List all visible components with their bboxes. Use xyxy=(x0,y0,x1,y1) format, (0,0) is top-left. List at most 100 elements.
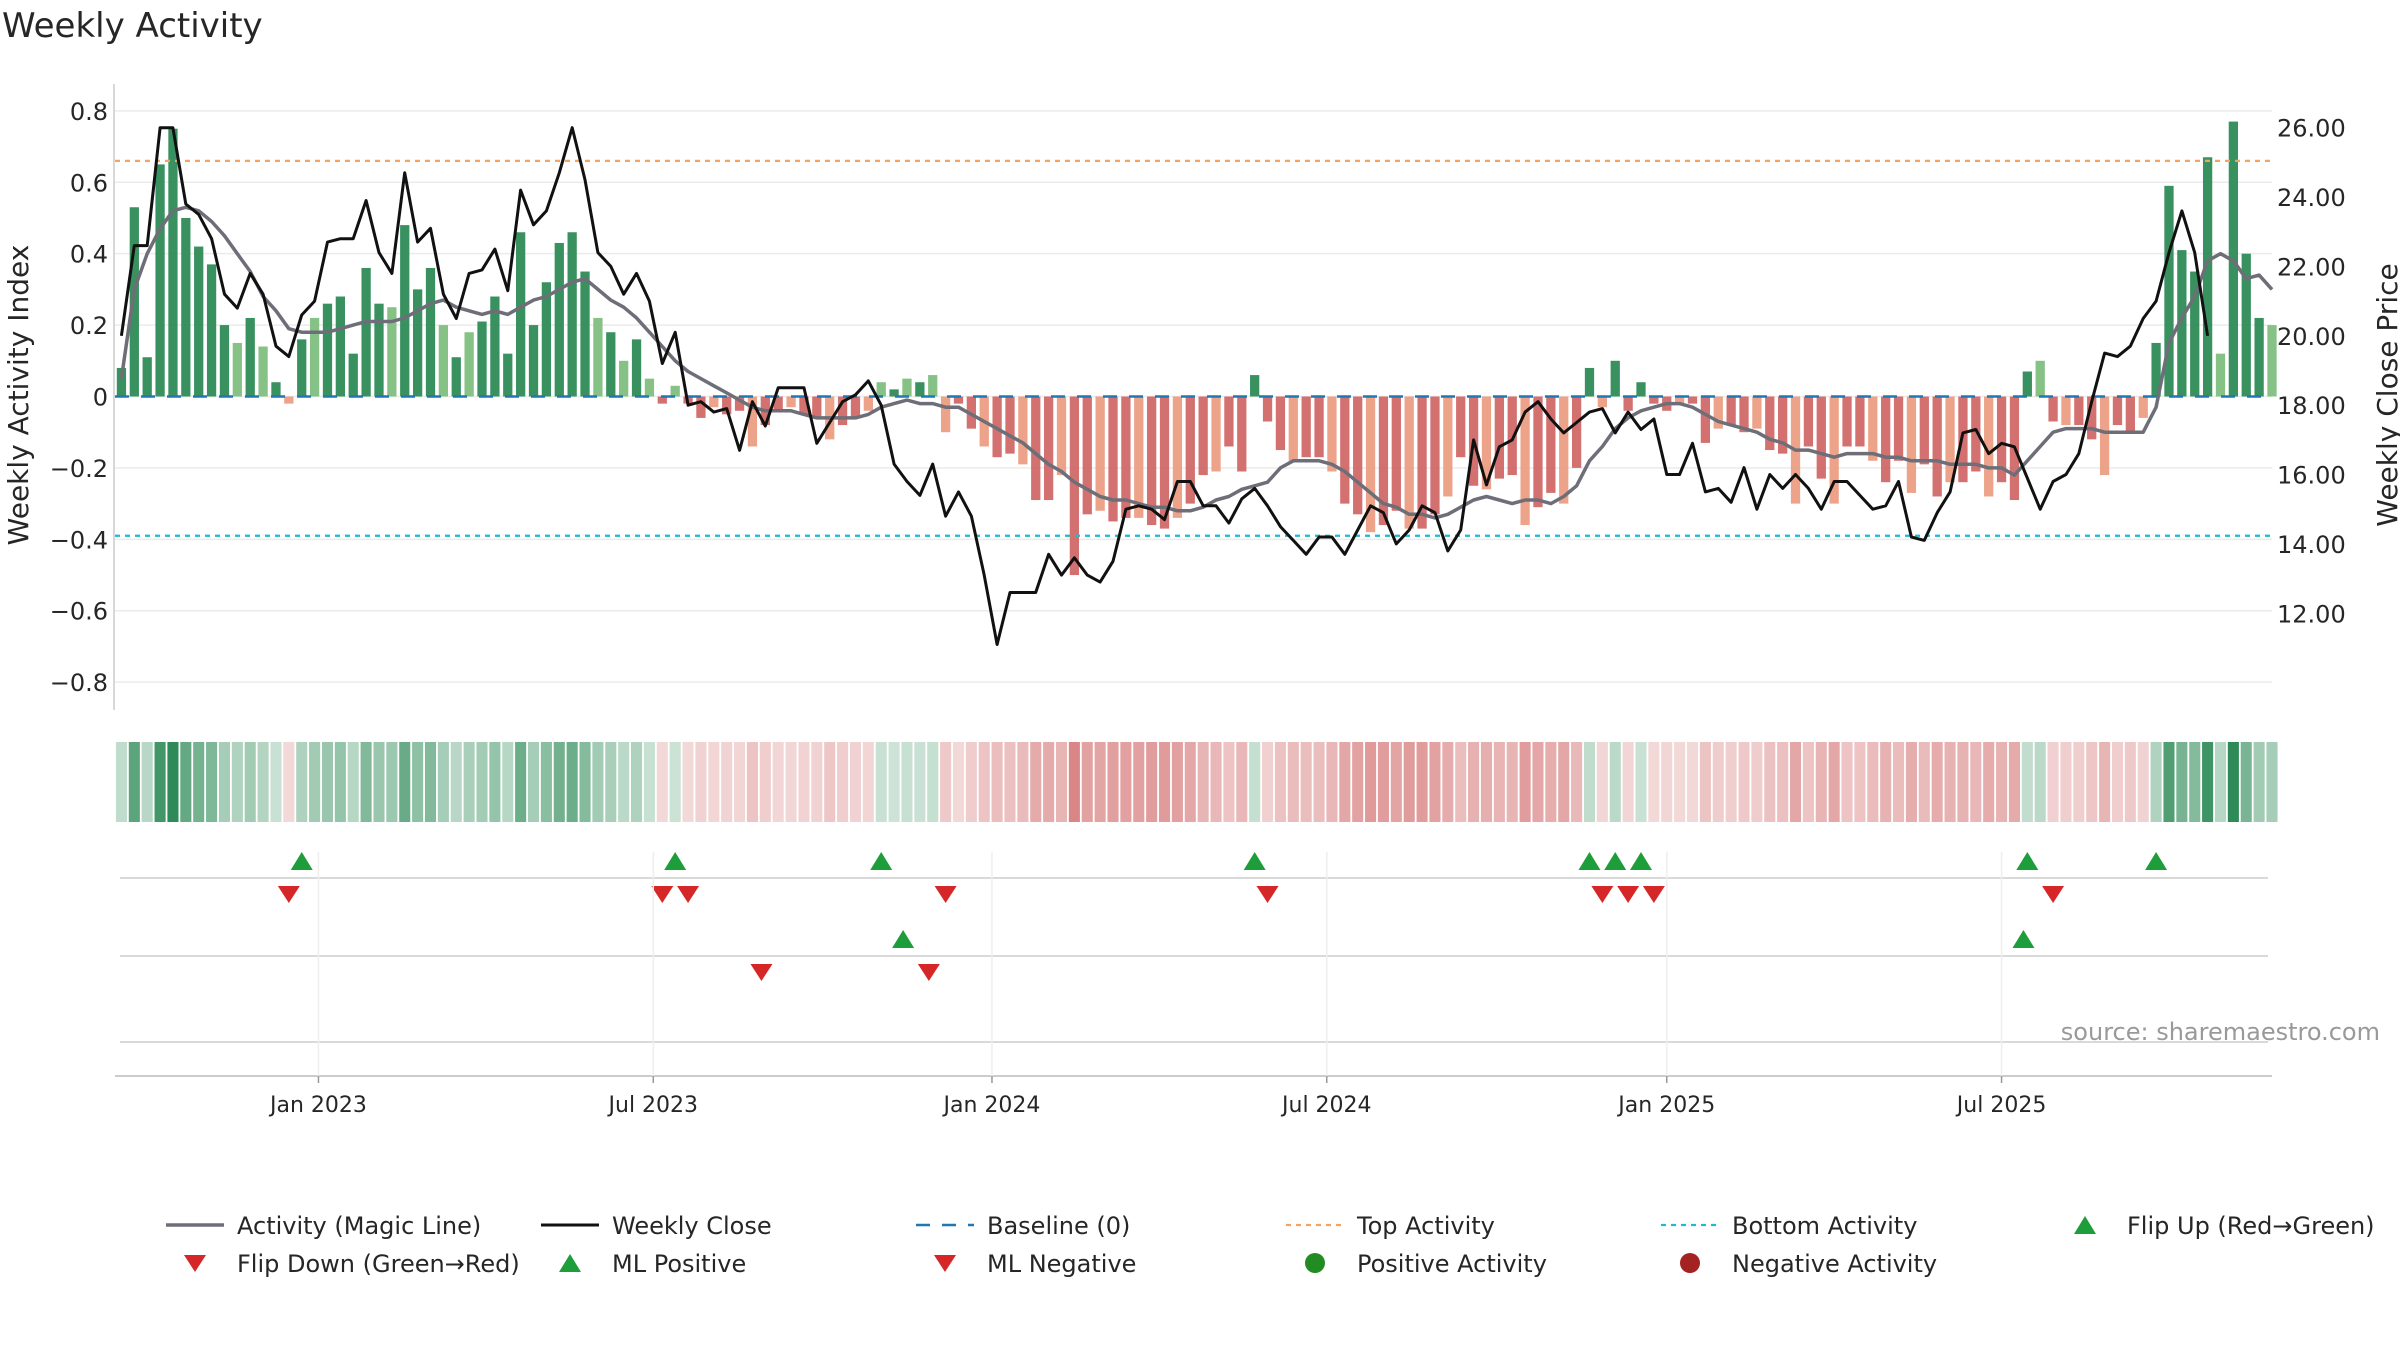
activity-bar xyxy=(1095,396,1105,511)
y-tick-left: −0.2 xyxy=(50,455,108,483)
activity-bar xyxy=(747,396,758,447)
activity-bar xyxy=(1945,396,1955,483)
activity-bar xyxy=(142,357,152,397)
flip-up-marker xyxy=(664,852,687,870)
heat-cell xyxy=(1274,742,1286,822)
flip-marker-rows xyxy=(115,852,2272,1077)
heat-cell xyxy=(231,742,243,822)
heat-cell xyxy=(244,742,256,822)
heat-cell xyxy=(2073,742,2085,822)
y-tick-right: 18.00 xyxy=(2277,392,2346,420)
activity-bar xyxy=(567,232,577,397)
activity-bar xyxy=(438,325,449,397)
heat-cell xyxy=(965,742,977,822)
heat-cell xyxy=(2227,742,2239,822)
legend-swatch-up xyxy=(2074,1216,2096,1234)
heat-cell xyxy=(412,742,424,822)
heat-cell xyxy=(759,742,771,822)
activity-bar xyxy=(1456,396,1466,458)
activity-bar xyxy=(1481,396,1492,490)
heat-cell xyxy=(1171,742,1183,822)
activity-bar xyxy=(451,357,461,397)
flip-down-marker xyxy=(1591,886,1614,903)
heat-cell xyxy=(1854,742,1866,822)
activity-bar xyxy=(1211,396,1221,472)
activity-bar xyxy=(2190,271,2200,397)
heat-cell xyxy=(399,742,411,822)
heat-cell xyxy=(940,742,952,822)
heat-cell xyxy=(347,742,359,822)
activity-bar xyxy=(580,271,590,397)
activity-bar xyxy=(1765,396,1775,451)
activity-bar xyxy=(1275,396,1286,451)
heat-cell xyxy=(1996,742,2008,822)
heat-cell xyxy=(1068,742,1080,822)
heat-cell xyxy=(2253,742,2265,822)
heat-cell xyxy=(270,742,282,822)
activity-bar xyxy=(1713,396,1723,429)
x-tick-label: Jan 2024 xyxy=(942,1093,1041,1118)
activity-bar xyxy=(503,353,513,397)
activity-bar xyxy=(940,396,951,433)
heat-cell xyxy=(2240,742,2252,822)
legend-swatch-up xyxy=(559,1254,581,1272)
activity-bar xyxy=(1533,396,1543,508)
flip-down-marker xyxy=(277,886,300,903)
x-tick-label: Jul 2024 xyxy=(1280,1093,1372,1118)
activity-bar xyxy=(1778,396,1788,454)
heat-cell xyxy=(1712,742,1724,822)
legend-swatch-down xyxy=(934,1255,956,1272)
heat-cell xyxy=(592,742,604,822)
activity-bar xyxy=(1610,360,1620,397)
activity-bar xyxy=(2048,396,2058,422)
activity-bar xyxy=(1031,396,1041,501)
legend-label: Negative Activity xyxy=(1732,1250,1937,1278)
heat-cell xyxy=(1789,742,1802,822)
heat-cell xyxy=(386,742,398,822)
activity-bar xyxy=(155,164,165,397)
activity-bar xyxy=(1494,396,1504,479)
heat-cell xyxy=(811,742,823,822)
activity-bar xyxy=(412,289,423,397)
heat-cell xyxy=(1210,742,1222,822)
activity-bar xyxy=(361,267,371,397)
heat-cell xyxy=(643,742,655,822)
activity-bar xyxy=(348,353,358,397)
activity-bar xyxy=(194,246,204,397)
activity-bar xyxy=(1224,396,1234,447)
heat-cell xyxy=(746,742,758,822)
heat-cell xyxy=(1661,742,1673,822)
activity-bar xyxy=(1172,396,1183,518)
y-tick-left: 0.8 xyxy=(70,98,108,126)
heat-cell xyxy=(2266,742,2278,822)
flip-up-marker xyxy=(1629,852,1652,870)
heat-cell xyxy=(1133,742,1145,822)
activity-bars xyxy=(116,121,2277,576)
activity-bar xyxy=(644,378,655,397)
heat-cell xyxy=(695,742,707,822)
activity-bar xyxy=(2215,353,2226,397)
heat-cell xyxy=(424,742,437,822)
weekly-close-series xyxy=(119,126,2210,646)
activity-bar xyxy=(284,396,294,404)
activity-bar xyxy=(1262,396,1273,422)
activity-bar xyxy=(1674,396,1685,404)
legend-swatch-down xyxy=(184,1255,206,1272)
heat-cell xyxy=(1506,742,1518,822)
flip-up-marker xyxy=(1604,852,1627,870)
heat-cell xyxy=(772,742,784,822)
heat-cell xyxy=(1493,742,1505,822)
legend-label: Activity (Magic Line) xyxy=(237,1212,481,1240)
activity-bar xyxy=(928,375,938,397)
heat-cell xyxy=(1081,742,1093,822)
y-tick-left: −0.8 xyxy=(50,669,108,697)
activity-bar xyxy=(541,282,552,397)
flip-down-marker xyxy=(934,886,957,903)
heat-cell xyxy=(309,742,321,822)
activity-bar xyxy=(1134,396,1144,518)
activity-bar xyxy=(696,396,706,418)
heat-cell xyxy=(218,742,230,822)
activity-bar xyxy=(1404,396,1414,529)
y-tick-right: 24.00 xyxy=(2277,184,2346,212)
y-tick-left: −0.4 xyxy=(50,526,108,554)
